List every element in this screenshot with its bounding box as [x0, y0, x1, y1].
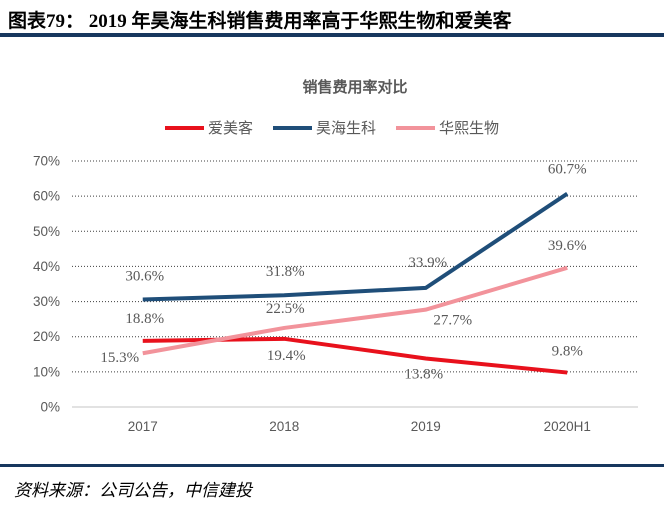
x-tick-label: 2018: [269, 419, 299, 434]
data-label-2-0: 15.3%: [100, 350, 139, 366]
footer-divider: [0, 464, 664, 467]
y-tick-label: 10%: [33, 364, 60, 379]
y-tick-label: 40%: [33, 259, 60, 274]
y-tick-label: 20%: [33, 329, 60, 344]
data-label-0-3: 9.8%: [552, 344, 583, 360]
legend-item-2: 华熙生物: [396, 117, 499, 138]
legend-item-0: 爱美客: [164, 117, 253, 138]
series-line-2: [142, 265, 568, 356]
data-label-2-1: 22.5%: [266, 301, 305, 317]
data-label-0-2: 13.8%: [404, 367, 443, 383]
data-label-1-3: 60.7%: [548, 162, 587, 178]
legend-line-swatch: [164, 125, 204, 130]
legend-label: 爱美客: [207, 120, 253, 137]
x-tick-label: 2017: [128, 419, 158, 434]
y-tick-label: 0%: [40, 400, 60, 415]
series-line-0: [142, 336, 568, 375]
legend-label: 昊海生科: [315, 120, 376, 137]
figure-title: 图表79： 2019 年昊海生科销售费用率高于华熙生物和爱美客: [8, 11, 512, 32]
data-label-0-1: 19.4%: [267, 348, 306, 364]
y-tick-label: 70%: [33, 154, 60, 169]
legend-label: 华熙生物: [439, 120, 500, 137]
data-label-2-3: 39.6%: [548, 238, 587, 254]
y-tick-label: 50%: [33, 224, 60, 239]
source-note: 资料来源：公司公告，中信建投: [14, 481, 252, 500]
y-tick-label: 60%: [33, 189, 60, 204]
y-tick-label: 30%: [33, 294, 60, 309]
legend-line-swatch: [396, 125, 435, 130]
legend-item-1: 昊海生科: [272, 117, 376, 138]
data-label-1-1: 31.8%: [266, 264, 305, 280]
series-line-1: [142, 192, 569, 302]
header-divider: [0, 33, 664, 37]
data-label-0-0: 18.8%: [125, 311, 164, 327]
legend-line-swatch: [272, 125, 312, 130]
chart-title: 销售费用率对比: [302, 79, 408, 96]
data-label-1-2: 33.9%: [408, 255, 447, 271]
data-label-1-0: 30.6%: [125, 268, 164, 284]
chart-legend: 爱美客 昊海生科 华熙生物: [0, 117, 664, 138]
data-label-2-2: 27.7%: [433, 313, 472, 329]
x-tick-label: 2020H1: [544, 419, 591, 434]
x-tick-label: 2019: [411, 419, 441, 434]
